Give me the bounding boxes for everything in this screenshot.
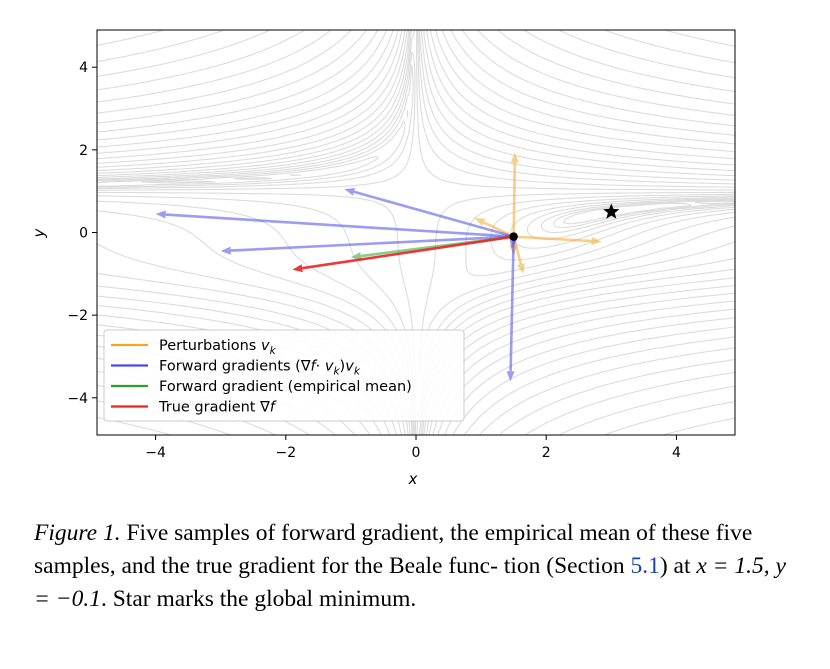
arrow-shaft-s0-1 [513,235,592,243]
legend-entry: Perturbations vk [159,338,277,357]
contour-line [540,198,735,234]
contour-line [97,64,735,277]
x-tick-label: −2 [275,445,296,461]
x-tick-label: −4 [145,445,166,461]
contour-line [552,199,735,229]
contour-line [563,200,735,225]
arrow-head-s3-0 [292,264,303,273]
y-tick-label: −4 [67,391,88,407]
arrow-shaft-s0-0 [512,162,517,237]
arrow-shaft-s3-0 [302,235,514,270]
arrow-head-s1-4 [509,238,518,250]
caption-label: Figure 1. [34,520,121,546]
arrow-shaft-s1-3 [509,236,515,372]
arrow-shaft-s1-0 [165,213,514,238]
figure: −4 −2 0 2 4 −4 −2 0 2 4 x y Perturbations vk Forw… [30,29,736,488]
legend-entry: Forward gradients (∇f· vk)vk [159,359,361,378]
markers [509,203,620,241]
global-minimum-star [603,203,620,219]
x-tick-label: 2 [542,445,551,461]
y-tick-label: 2 [79,143,88,159]
arrow-head-s1-3 [506,371,515,382]
x-tick-label: 0 [412,445,421,461]
caption-text-3: . Star marks the global minimum. [100,586,417,612]
x-axis-label: x [408,470,418,488]
legend-box [103,329,465,422]
y-tick-label: −2 [67,308,88,324]
contour-line [97,155,735,249]
arrow-head-s0-1 [591,237,602,246]
section-link[interactable]: 5.1 [630,553,660,579]
beale-contour-plot: −4 −2 0 2 4 −4 −2 0 2 4 x y Perturbations vk Forw… [30,29,736,488]
arrow-head-s1-2 [220,246,231,255]
y-axis-label: y [30,227,48,238]
x-tick-label: 4 [672,445,681,461]
gradient-arrows [155,152,602,382]
arrow-head-s2-0 [350,252,362,261]
legend-entry: Forward gradient (empirical mean) [159,379,412,395]
caption-text-1: Five samples of forward gradient, the em… [34,520,753,579]
x-axis-ticks: −4 −2 0 2 4 [145,435,681,461]
figure-caption: Figure 1. Five samples of forward gradie… [34,517,794,616]
arrow-head-s1-1 [344,187,356,196]
legend-entry: True gradient ∇f [158,400,277,416]
caption-math: x = 1.5, y = −0.1 [34,553,786,612]
arrow-shaft-s1-1 [353,190,515,238]
arrow-shaft-s1-2 [230,235,514,252]
caption-text-2: ) at [659,553,697,579]
legend: Perturbations vk Forward gradients (∇f· v… [103,329,465,422]
y-tick-label: 0 [79,226,88,242]
arrow-head-s0-2 [517,263,525,274]
arrow-head-s0-4 [474,218,486,226]
arrow-head-s1-0 [155,210,166,219]
current-point-marker [509,232,518,241]
y-axis-ticks: −4 −2 0 2 4 [67,60,97,407]
arrow-head-s0-0 [510,152,519,163]
contour-lines [97,30,735,435]
y-tick-label: 4 [79,60,88,76]
